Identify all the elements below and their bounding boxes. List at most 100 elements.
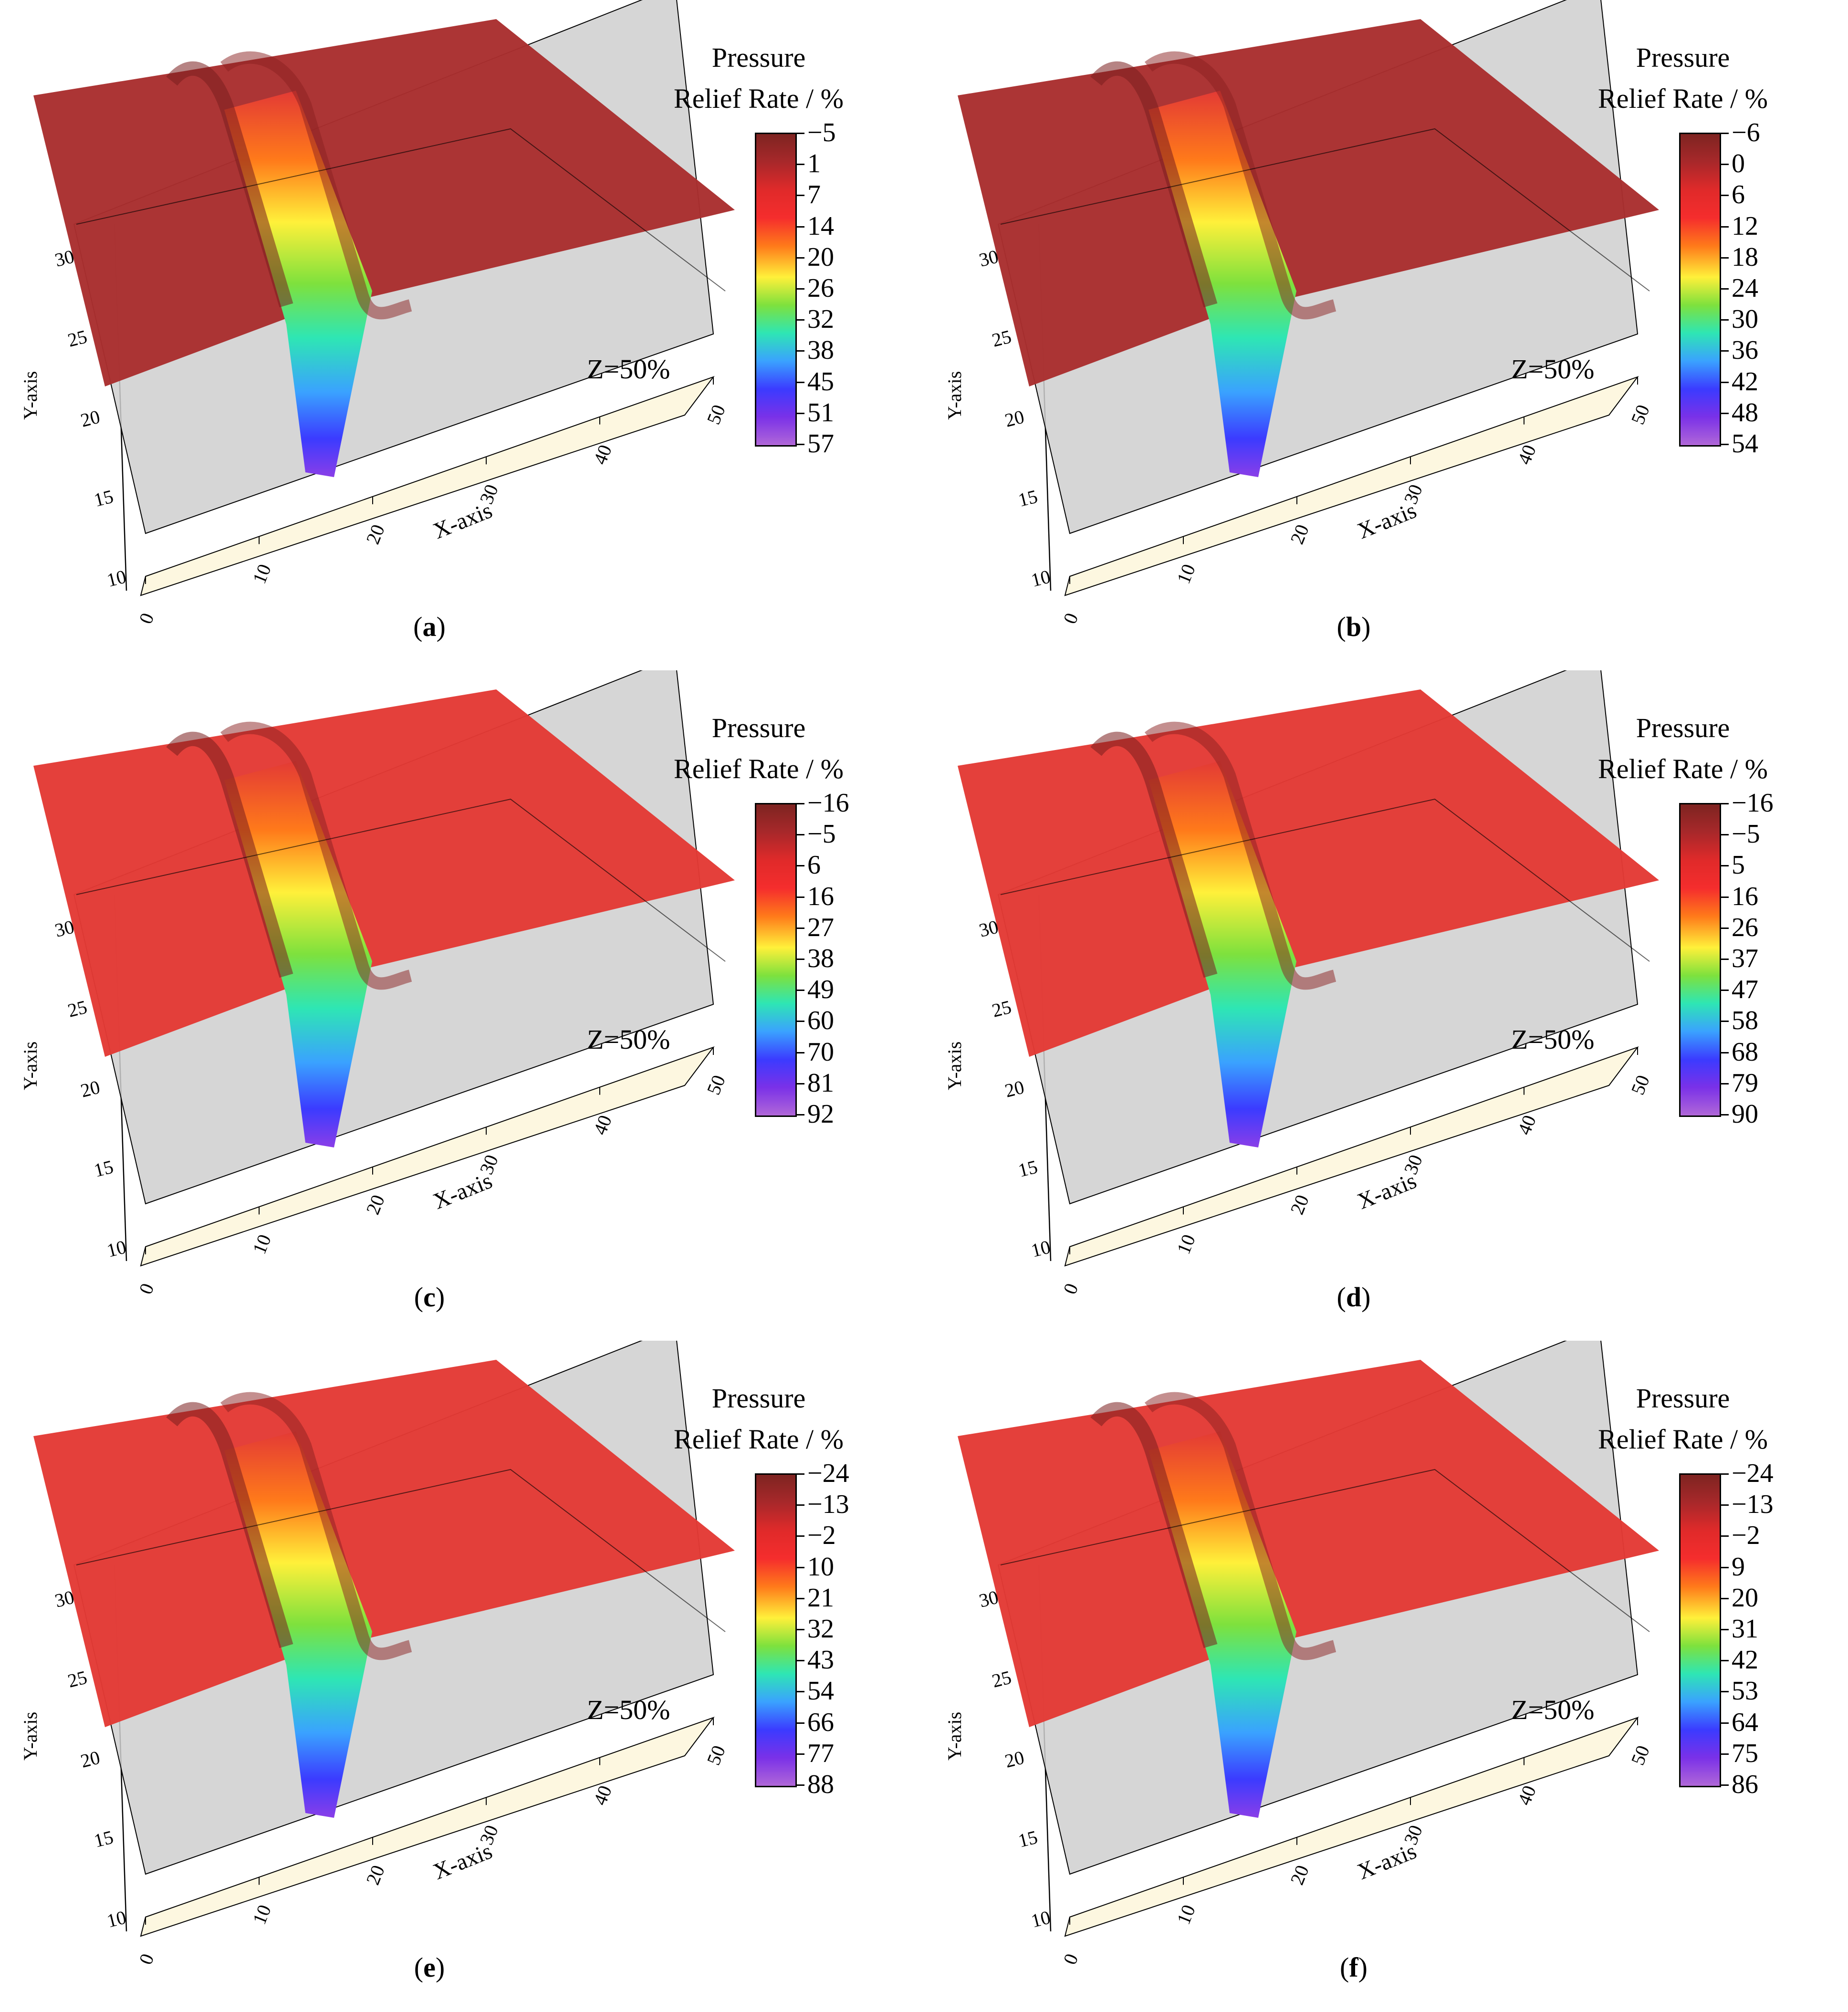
- colorbar-tick-mark: [1721, 1052, 1729, 1053]
- colorbar-tick-mark: [1721, 927, 1729, 929]
- colorbar-title-line1: Pressure: [711, 42, 806, 73]
- colorbar-tick-label: −16: [1732, 788, 1774, 818]
- colorbar-tick-mark: [1721, 1114, 1729, 1115]
- floor-plane: [140, 1046, 715, 1267]
- ridge-left: [166, 731, 293, 978]
- colorbar-tick-mark: [797, 1021, 804, 1022]
- colorbar-tick-mark: [1721, 1629, 1729, 1630]
- y-axis-title: Y-axis: [20, 371, 41, 420]
- colorbar-tick-label: 47: [1732, 975, 1758, 1005]
- colorbar-tick-mark: [797, 1473, 804, 1475]
- surface-plot: [958, 670, 1659, 1267]
- colorbar-tick-label: 81: [807, 1068, 834, 1098]
- colorbar-tick-label: 64: [1732, 1707, 1758, 1737]
- colorbar-tick-label: 90: [1732, 1099, 1758, 1129]
- plane-label: Z=50%: [1511, 1024, 1595, 1055]
- colorbar-tick-label: 37: [1732, 944, 1758, 973]
- colorbar-tick-label: 58: [1732, 1006, 1758, 1036]
- surface-plot: [33, 1341, 735, 1937]
- surface-plot: [33, 0, 735, 596]
- colorbar-tick-label: −24: [807, 1459, 849, 1488]
- colorbar-tick-label: −16: [807, 788, 849, 818]
- colorbar-tick-mark: [797, 1504, 804, 1506]
- plane-label: Z=50%: [1511, 1694, 1595, 1725]
- colorbar-tick-mark: [797, 381, 804, 383]
- colorbar-tick-mark: [1721, 164, 1729, 166]
- colorbar-tick-label: 51: [807, 397, 834, 427]
- ridge-right: [220, 51, 412, 320]
- colorbar-tick-mark: [797, 959, 804, 960]
- colorbar-tick-mark: [1721, 412, 1729, 414]
- colorbar-tick-mark: [1721, 1504, 1729, 1506]
- colorbar-tick-mark: [1721, 444, 1729, 445]
- colorbar-tick-mark: [1721, 319, 1729, 321]
- colorbar-tick-label: 45: [807, 366, 834, 396]
- ridge-right: [1144, 51, 1336, 320]
- colorbar-tick-mark: [1721, 959, 1729, 960]
- colorbar-tick-label: 1: [807, 149, 821, 179]
- colorbar: [1679, 803, 1721, 1117]
- colorbar-tick-label: 9: [1732, 1552, 1745, 1582]
- colorbar-tick-label: 16: [807, 881, 834, 911]
- panel-label: (d): [1336, 1282, 1371, 1313]
- pressure-surface: [33, 1360, 735, 1727]
- surface-plot: [958, 0, 1659, 596]
- colorbar-tick-mark: [1721, 381, 1729, 383]
- floor-plane: [1064, 1046, 1639, 1267]
- frame-back: [1000, 1469, 1650, 1632]
- colorbar-tick-label: 32: [807, 304, 834, 334]
- colorbar-tick-mark: [1721, 1566, 1729, 1568]
- colorbar-tick-label: 86: [1732, 1770, 1758, 1799]
- chart-panel-b: 0 10 20 30 40 50 10 15 20 25 30 X-axis Y-axis Z=50% Pr…: [924, 0, 1848, 670]
- colorbar-title-line2: Relief Rate / %: [674, 83, 844, 114]
- relief-trough: [1148, 761, 1296, 1147]
- panel-label: (f): [1340, 1952, 1368, 1983]
- relief-trough: [1148, 91, 1296, 477]
- colorbar-tick-label: −2: [807, 1521, 836, 1551]
- colorbar-title-line2: Relief Rate / %: [1598, 1424, 1768, 1455]
- relief-trough: [224, 761, 372, 1147]
- colorbar-tick-mark: [1721, 1784, 1729, 1786]
- colorbar-tick-label: 75: [1732, 1738, 1758, 1768]
- colorbar-tick-mark: [1721, 350, 1729, 352]
- colorbar-tick-mark: [1721, 1691, 1729, 1693]
- colorbar-tick-mark: [797, 1566, 804, 1568]
- plane-label: Z=50%: [1511, 354, 1595, 385]
- colorbar-tick-mark: [797, 990, 804, 991]
- colorbar-tick-label: 42: [1732, 366, 1758, 396]
- colorbar-tick-mark: [797, 1597, 804, 1599]
- y-tick-label: 15: [1015, 485, 1040, 511]
- colorbar: [755, 133, 797, 447]
- colorbar: [755, 1473, 797, 1787]
- y-axis-title: Y-axis: [20, 1041, 41, 1090]
- colorbar-tick-mark: [1721, 896, 1729, 898]
- colorbar-tick-mark: [1721, 990, 1729, 991]
- pressure-surface: [958, 19, 1659, 386]
- colorbar-tick-label: 38: [807, 944, 834, 973]
- colorbar-tick-mark: [797, 1535, 804, 1537]
- colorbar-tick-mark: [1721, 1473, 1729, 1475]
- chart-panel-c: 0 10 20 30 40 50 10 15 20 25 30 X-axis Y-axis Z=50% Pr…: [0, 670, 924, 1341]
- ridge-left: [1090, 1402, 1218, 1648]
- y-tick-label: 15: [91, 485, 115, 511]
- floor-plane: [140, 1716, 715, 1937]
- relief-trough: [224, 91, 372, 477]
- colorbar-tick-label: −13: [1732, 1490, 1774, 1520]
- colorbar-title-line1: Pressure: [711, 1383, 806, 1414]
- colorbar-title-line1: Pressure: [1636, 1383, 1730, 1414]
- plane-label: Z=50%: [587, 354, 670, 385]
- colorbar-tick-label: 5: [1732, 850, 1745, 880]
- chart-panel-a: 0 10 20 30 40 50 10 15 20 25 30 X-axis Y-axis Z=50% Pr…: [0, 0, 924, 670]
- colorbar-tick-label: 88: [807, 1770, 834, 1799]
- colorbar-tick-label: 6: [1732, 180, 1745, 210]
- y-axis-title: Y-axis: [20, 1711, 41, 1761]
- colorbar-tick-label: 7: [807, 180, 821, 210]
- colorbar-tick-label: 32: [807, 1614, 834, 1644]
- colorbar-tick-mark: [797, 288, 804, 290]
- colorbar-tick-label: −24: [1732, 1459, 1774, 1488]
- y-axis-title: Y-axis: [944, 1041, 965, 1090]
- frame-back: [76, 1469, 726, 1632]
- ridge-left: [166, 1402, 293, 1648]
- surface-plot: [33, 670, 735, 1267]
- colorbar-title-line1: Pressure: [711, 712, 806, 743]
